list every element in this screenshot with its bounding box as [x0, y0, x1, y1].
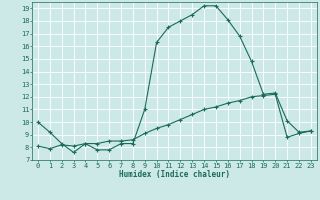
- X-axis label: Humidex (Indice chaleur): Humidex (Indice chaleur): [119, 170, 230, 179]
